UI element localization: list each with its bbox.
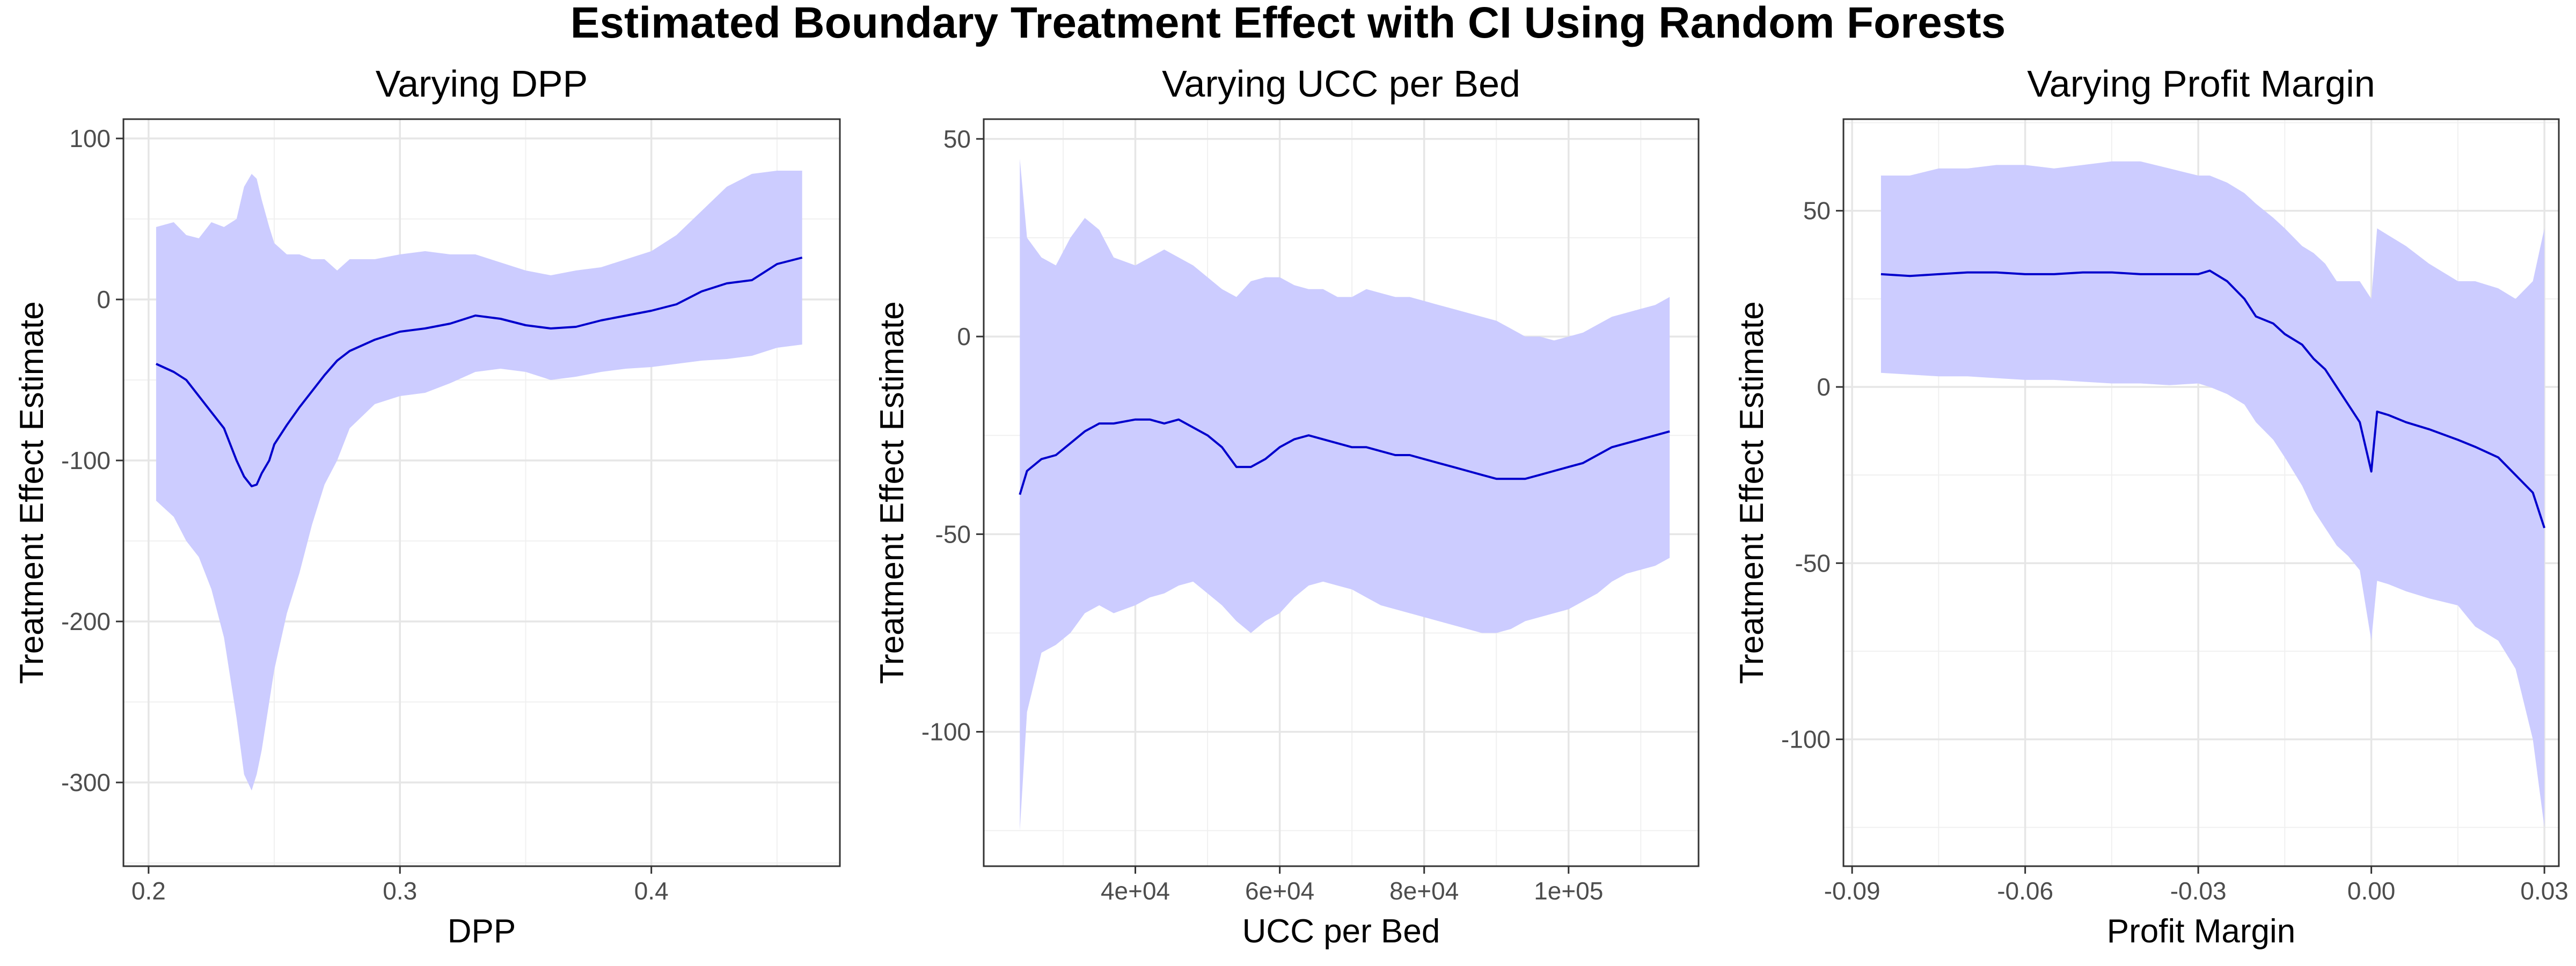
x-tick-label: 0.3 — [383, 877, 417, 905]
y-tick-label: -300 — [61, 769, 111, 796]
x-tick-label: 0.2 — [131, 877, 166, 905]
confidence-band — [1880, 161, 2545, 828]
estimate-line — [1019, 418, 1670, 495]
x-tick-label: 0.00 — [2347, 877, 2396, 905]
y-axis-label: Treatment Effect Estimate — [874, 301, 911, 684]
y-tick-label: 0 — [1817, 373, 1831, 401]
x-tick-label: 0.4 — [634, 877, 669, 905]
panel-title: Varying UCC per Bed — [1162, 63, 1520, 105]
y-tick-label: 50 — [943, 125, 971, 153]
panel-varying-ucc-per-bed: 4e+04 6e+04 8e+04 1e+05 -100 -50 0 50 Varying UC… — [874, 63, 1700, 950]
x-axis-label: Profit Margin — [2107, 913, 2295, 950]
x-tick-label: 0.03 — [2520, 877, 2568, 905]
y-axis-label: Treatment Effect Estimate — [1733, 301, 1770, 684]
panel-title: Varying Profit Margin — [2027, 63, 2375, 105]
x-axis-label: UCC per Bed — [1242, 913, 1440, 950]
x-tick-label: -0.03 — [2170, 877, 2227, 905]
y-tick-label: -50 — [935, 520, 971, 548]
panel-varying-dpp: 0.2 0.3 0.4 -300 -200 -100 0 100 Varying DPP DPP T… — [13, 63, 841, 950]
y-tick-label: -100 — [61, 447, 111, 474]
panel-varying-profit-margin: -0.09 -0.06 -0.03 0.00 0.03 -100 -50 0 50 Varying… — [1733, 63, 2568, 950]
x-tick-label: 8e+04 — [1389, 877, 1459, 905]
confidence-band — [156, 171, 802, 791]
plot-frame — [983, 118, 1700, 867]
estimate-line — [1880, 269, 2546, 529]
x-tick-label: 1e+05 — [1534, 877, 1603, 905]
y-tick-label: -50 — [1795, 549, 1831, 577]
y-tick-label: 0 — [957, 323, 971, 350]
y-tick-label: -100 — [921, 718, 971, 746]
x-tick-label: 6e+04 — [1245, 877, 1314, 905]
confidence-band — [1020, 158, 1670, 831]
x-tick-label: 4e+04 — [1101, 877, 1170, 905]
x-tick-label: -0.06 — [1997, 877, 2053, 905]
x-tick-label: -0.09 — [1824, 877, 1880, 905]
panel-title: Varying DPP — [376, 63, 588, 105]
y-tick-label: 0 — [97, 286, 111, 313]
y-tick-label: -100 — [1781, 726, 1831, 753]
y-tick-label: -200 — [61, 608, 111, 635]
plot-frame — [1842, 118, 2560, 867]
plot-frame — [122, 118, 841, 867]
estimate-line — [156, 257, 803, 487]
y-axis-label: Treatment Effect Estimate — [13, 301, 50, 684]
figure-title: Estimated Boundary Treatment Effect with… — [570, 0, 2006, 47]
y-tick-label: 100 — [69, 125, 111, 152]
y-tick-label: 50 — [1803, 197, 1831, 225]
x-axis-label: DPP — [448, 913, 516, 950]
